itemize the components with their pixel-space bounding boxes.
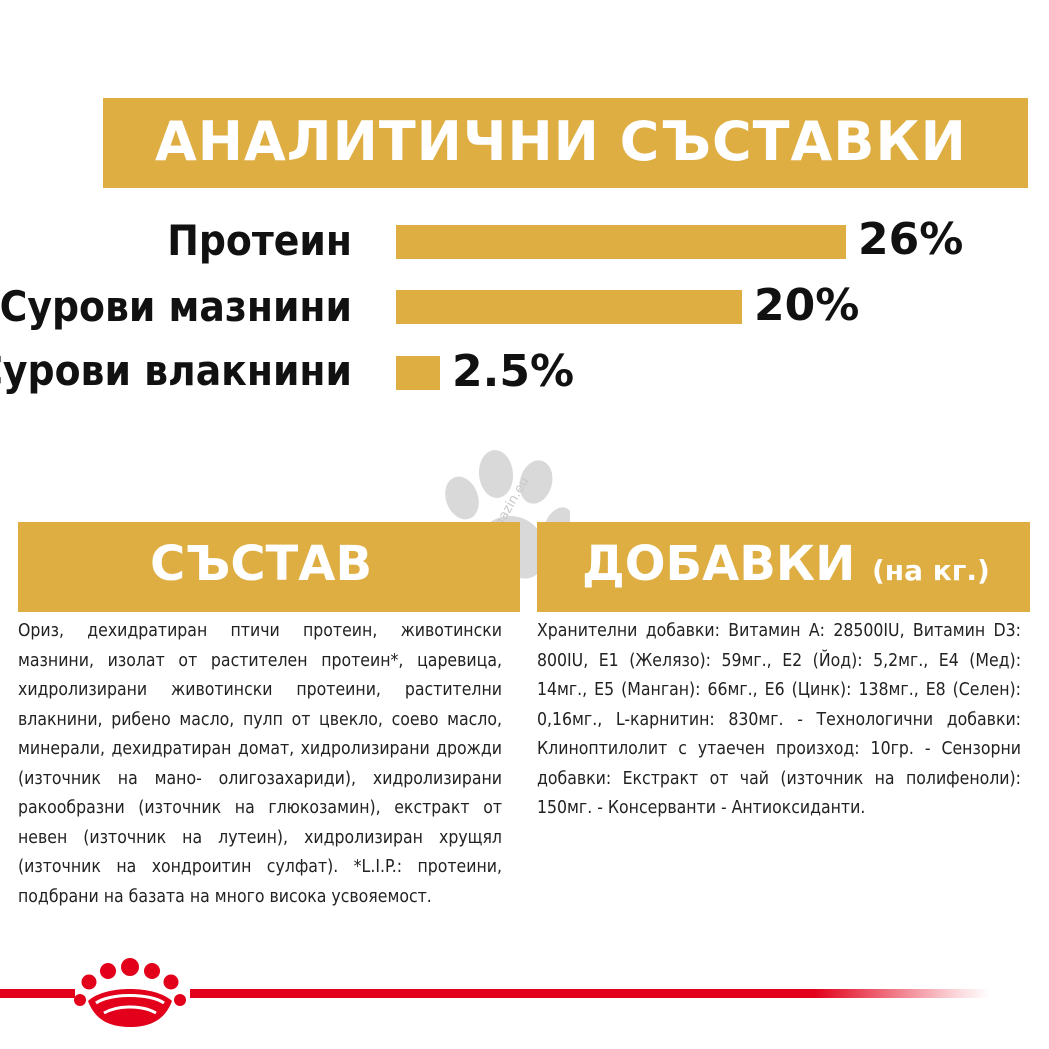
fiber-label: Сурови влакнини bbox=[0, 346, 352, 395]
protein-bar bbox=[396, 225, 846, 259]
analytical-banner: АНАЛИТИЧНИ СЪСТАВКИ bbox=[103, 98, 1028, 188]
protein-label: Протеин bbox=[167, 216, 352, 265]
footer-line-left bbox=[0, 989, 75, 998]
composition-title: СЪСТАВ bbox=[150, 536, 373, 592]
additives-title: ДОБАВКИ bbox=[582, 536, 856, 592]
fiber-bar bbox=[396, 356, 440, 390]
additives-text: Хранителни добавки: Витамин А: 28500IU, … bbox=[537, 621, 1021, 818]
fat-value: 20% bbox=[754, 280, 860, 331]
additives-banner: ДОБАВКИ (на кг.) bbox=[537, 522, 1030, 612]
fiber-value: 2.5% bbox=[452, 346, 575, 397]
protein-value: 26% bbox=[858, 214, 964, 265]
additives-subtitle: (на кг.) bbox=[872, 554, 990, 587]
composition-text: Ориз, дехидратиран птичи протеин, животи… bbox=[18, 621, 502, 907]
composition-banner: СЪСТАВ bbox=[18, 522, 520, 612]
analytical-title: АНАЛИТИЧНИ СЪСТАВКИ bbox=[155, 110, 967, 173]
footer-line-right bbox=[190, 989, 990, 998]
fat-bar bbox=[396, 290, 742, 324]
additives-title-group: ДОБАВКИ (на кг.) bbox=[582, 536, 990, 592]
fat-label: Сурови мазнини bbox=[0, 282, 352, 331]
crown-logo-icon bbox=[74, 958, 186, 1027]
